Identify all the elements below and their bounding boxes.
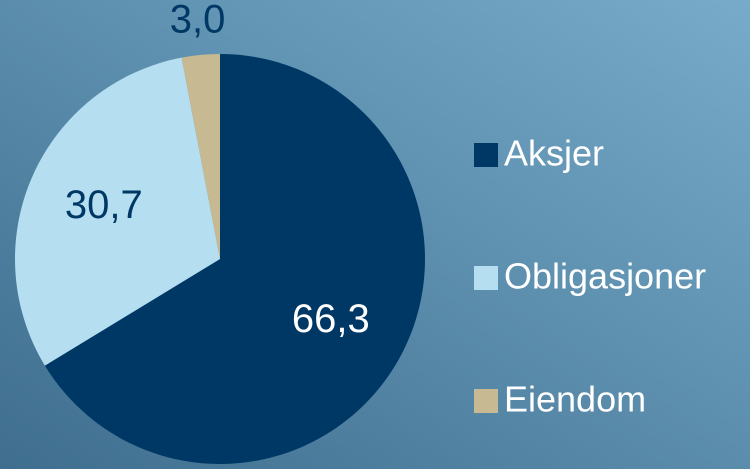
data-label: 30,7	[65, 183, 143, 227]
legend-label: Obligasjoner	[504, 256, 706, 297]
legend-swatch	[474, 389, 498, 413]
pie-slice	[44, 54, 425, 465]
legend-label: Aksjer	[504, 133, 604, 174]
data-label: 3,0	[170, 0, 226, 42]
legend-swatch	[474, 143, 498, 167]
legend-label: Eiendom	[504, 379, 646, 420]
legend-swatch	[474, 266, 498, 290]
data-label: 66,3	[292, 297, 370, 341]
pie-slice	[15, 57, 221, 366]
pie-slice	[181, 54, 220, 259]
